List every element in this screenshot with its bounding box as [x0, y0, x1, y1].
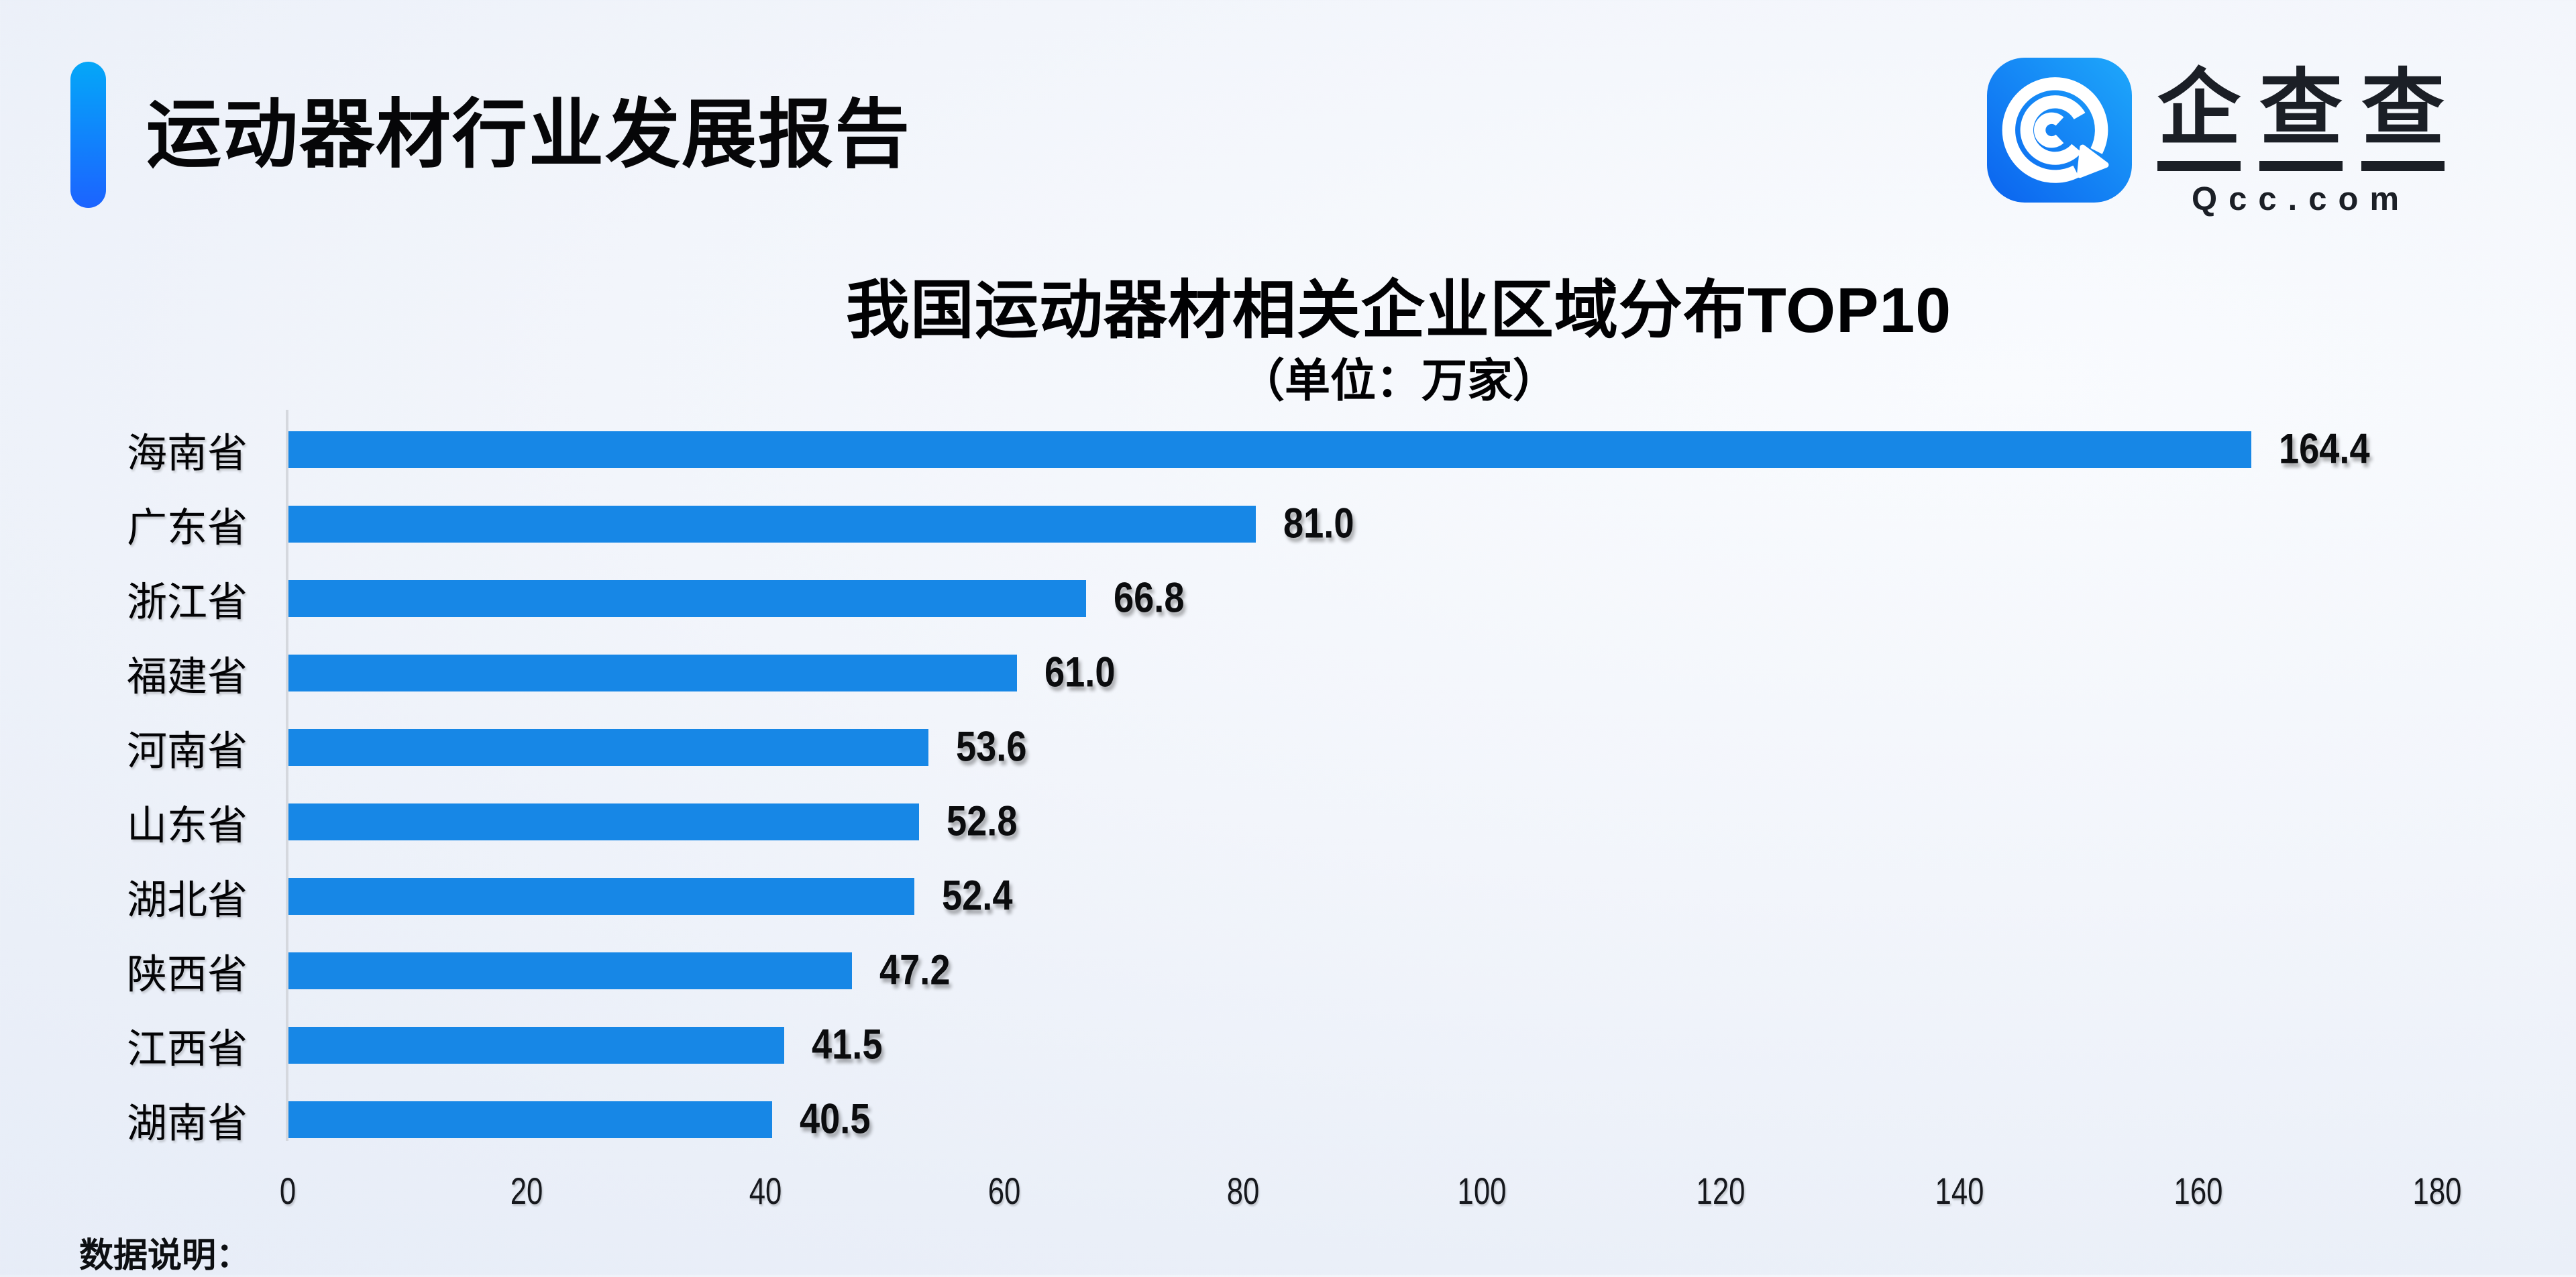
x-axis-tick-label: 0 [279, 1170, 297, 1212]
bar-row: 河南省 53.6 [127, 710, 2437, 785]
bar-chart-plot-area: 海南省 164.4 广东省 81.0 浙江省 66.8 福建省 61.0 河南省 53.6 山东省 5… [127, 410, 2461, 1212]
bar [288, 729, 929, 766]
x-axis-tick-label: 20 [510, 1170, 543, 1212]
bar [288, 952, 853, 989]
x-axis-tick-label: 100 [1457, 1170, 1507, 1212]
data-note-label: 数据说明： [79, 1236, 251, 1274]
x-axis-tick-label: 120 [1696, 1170, 1746, 1212]
x-axis-tick-label: 40 [749, 1170, 782, 1212]
category-label: 广东省 [127, 505, 248, 550]
x-axis-tick-label: 140 [1935, 1170, 1984, 1212]
bar-row: 浙江省 66.8 [127, 561, 2437, 636]
bar-rows: 海南省 164.4 广东省 81.0 浙江省 66.8 福建省 61.0 河南省 53.6 山东省 5… [127, 412, 2437, 1157]
bar-row: 山东省 52.8 [127, 785, 2437, 859]
bar-value-label: 47.2 [879, 946, 951, 994]
logo-brand-char: 查 [2259, 67, 2343, 171]
bar-value-label: 66.8 [1114, 574, 1185, 622]
x-axis-tick-label: 160 [2174, 1170, 2223, 1212]
category-label: 河南省 [127, 728, 248, 773]
category-label: 福建省 [127, 654, 248, 699]
category-label: 海南省 [127, 431, 248, 476]
bar [288, 655, 1017, 691]
x-axis-tick-labels: 0 20 40 60 80 100 120 140 160 180 [280, 1169, 2462, 1216]
chart-title: 我国运动器材相关企业区域分布TOP10 [845, 275, 1952, 346]
logo-brand-char: 查 [2361, 67, 2445, 171]
bar-value-label: 41.5 [811, 1021, 883, 1068]
bar-value-label: 164.4 [2279, 425, 2370, 473]
title-accent-bar [70, 62, 106, 208]
bar-value-label: 81.0 [1283, 500, 1354, 547]
bar-value-label: 61.0 [1044, 649, 1116, 696]
category-label: 江西省 [127, 1026, 248, 1071]
page-title: 运动器材行业发展报告 [146, 93, 911, 176]
bar [288, 1101, 772, 1138]
bar [288, 431, 2252, 468]
category-label: 湖南省 [127, 1101, 248, 1146]
bar-value-label: 53.6 [956, 723, 1027, 771]
bar-row: 广东省 81.0 [127, 487, 2437, 561]
category-label: 浙江省 [127, 579, 248, 624]
category-label: 湖北省 [127, 877, 248, 922]
logo-brand-char: 企 [2157, 67, 2241, 171]
qcc-logotype: 企 查 查 Qcc.com [2157, 58, 2445, 218]
category-label: 陕西省 [127, 952, 248, 997]
report-header: 运动器材行业发展报告 [70, 62, 911, 208]
bar-row: 湖北省 52.4 [127, 859, 2437, 934]
bar [288, 580, 1087, 617]
qcc-magnifier-icon [1987, 58, 2132, 203]
bar-row: 江西省 41.5 [127, 1008, 2437, 1082]
logo-brand-text: 企 查 查 [2157, 67, 2445, 171]
bar [288, 878, 914, 915]
qcc-logo: 企 查 查 Qcc.com [1987, 58, 2445, 218]
bar-value-label: 52.4 [941, 872, 1013, 920]
x-axis-tick-label: 80 [1226, 1170, 1260, 1212]
chart-subtitle: （单位：万家） [1238, 355, 1558, 406]
bar-row: 湖南省 40.5 [127, 1082, 2437, 1157]
logo-domain-text: Qcc.com [2192, 181, 2411, 217]
bar-row: 福建省 61.0 [127, 636, 2437, 710]
bar [288, 803, 919, 840]
x-axis-tick-label: 180 [2412, 1170, 2462, 1212]
bar-row: 陕西省 47.2 [127, 934, 2437, 1008]
bar-value-label: 52.8 [946, 797, 1018, 845]
x-axis-tick-label: 60 [987, 1170, 1021, 1212]
y-axis-line [286, 410, 288, 1141]
bar [288, 1027, 784, 1064]
bar-row: 海南省 164.4 [127, 412, 2437, 487]
bar-value-label: 40.5 [799, 1095, 871, 1143]
category-label: 山东省 [127, 803, 248, 848]
bar [288, 506, 1256, 543]
